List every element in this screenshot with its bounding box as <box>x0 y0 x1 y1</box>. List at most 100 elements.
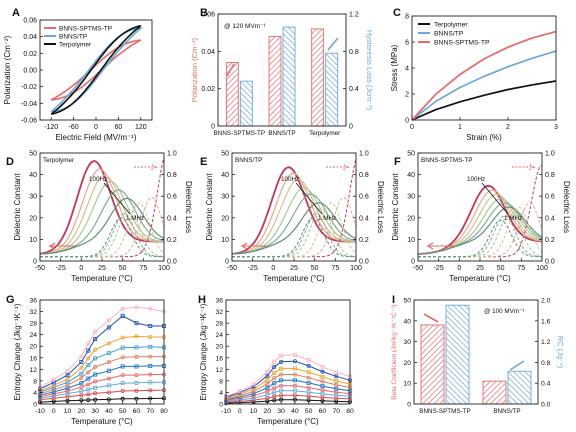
data-point <box>251 393 256 398</box>
data-point <box>251 391 256 396</box>
x-tick-label: 0 <box>271 265 275 272</box>
arrow-right <box>509 360 525 371</box>
data-point <box>106 397 111 402</box>
bar-beta-coefficient <box>482 380 507 405</box>
data-point <box>279 393 284 398</box>
data-point <box>306 380 311 385</box>
dielectric-constant-curve <box>231 172 356 255</box>
y-tick-label: 12 <box>215 367 223 374</box>
data-point <box>120 396 125 401</box>
data-point <box>272 381 277 386</box>
data-point <box>306 370 311 375</box>
y2-tick-label: 0.6 <box>545 194 555 201</box>
dielectric-loss-curve <box>40 208 165 258</box>
entropy-series <box>225 360 351 398</box>
annotation-100hz: 100Hz <box>89 176 107 183</box>
y-tick-label: 10 <box>403 381 411 388</box>
data-point <box>134 380 139 385</box>
x-tick-label: -50 <box>413 265 423 272</box>
y2-tick-label: 0.2 <box>359 237 369 244</box>
data-point <box>79 354 84 359</box>
y2-tick-label: 0.8 <box>349 49 359 56</box>
data-point <box>106 318 111 323</box>
data-point <box>120 313 125 318</box>
data-point <box>265 377 270 382</box>
y-tick-label: 0 <box>211 124 215 131</box>
y-tick-label: 40 <box>403 318 411 325</box>
bar-hysteresis-loss <box>325 52 339 127</box>
x-axis-label: Strain (%) <box>466 133 502 142</box>
dielectric-constant-curve <box>231 178 356 255</box>
y2-axis-label: Dielectric Loss <box>184 181 193 233</box>
dielectric-loss-curve <box>40 196 165 258</box>
entropy-series <box>39 381 164 399</box>
y2-tick-label: 0.4 <box>167 215 177 222</box>
y-tick-label: 0.02 <box>201 86 215 93</box>
x-tick-label: 70 <box>146 408 154 415</box>
data-point <box>106 368 111 373</box>
y2-tick-label: 2.0 <box>541 298 551 305</box>
series-label: BNNS/TP <box>235 157 262 164</box>
data-point <box>134 334 139 339</box>
data-point <box>120 373 125 378</box>
data-point <box>148 380 153 385</box>
plot-frame <box>39 19 153 121</box>
data-point <box>93 356 98 361</box>
data-point <box>134 345 139 350</box>
data-point <box>106 390 111 395</box>
data-point <box>292 388 297 393</box>
y-tick-label: -0.04 <box>21 101 37 108</box>
data-point <box>106 351 111 356</box>
y-tick-label: 30 <box>403 339 411 346</box>
panel-label: H <box>198 294 206 306</box>
stress-strain-curve <box>411 80 557 121</box>
y-tick-label: 8 <box>405 14 409 21</box>
legend-label: BNNS/TP <box>59 34 87 41</box>
y-tick-label: 50 <box>221 151 229 158</box>
y-tick-label: 0 <box>225 259 229 266</box>
annotation-100hz: 100Hz <box>281 176 299 183</box>
bar-polarization <box>268 35 282 127</box>
entropy-series <box>39 374 164 398</box>
y2-tick-label: 1.2 <box>541 339 551 346</box>
dielectric-constant-curve <box>231 166 356 255</box>
data-point <box>148 363 153 368</box>
panel-label: A <box>12 7 20 19</box>
data-point <box>272 394 277 399</box>
data-point <box>106 341 111 346</box>
data-point <box>265 369 270 374</box>
x-tick-label: 10 <box>250 408 258 415</box>
data-point <box>93 372 98 377</box>
panel-G: G-10 0 10 20 30 40 50 60 70 8004812162024283236Te… <box>6 294 168 426</box>
y2-tick-label: 0.8 <box>359 172 369 179</box>
data-point <box>265 381 270 386</box>
y-tick-label: 10 <box>29 237 37 244</box>
data-point <box>272 398 277 403</box>
x-tick-label: 0 <box>238 408 242 415</box>
y-tick-label: 0.02 <box>23 51 37 58</box>
x-tick-label: 0 <box>52 408 56 415</box>
dielectric-constant-curve <box>417 184 543 255</box>
data-point <box>86 348 91 353</box>
data-point <box>106 325 111 330</box>
data-point <box>279 372 284 377</box>
data-point <box>86 376 91 381</box>
y-tick-label: 10 <box>407 237 415 244</box>
y2-axis-label: Dielectric Loss <box>562 181 571 233</box>
data-point <box>320 388 325 393</box>
x-tick-label: 75 <box>517 265 525 272</box>
data-point <box>51 389 56 394</box>
y-axis-label: Dielectric Constant <box>391 173 400 241</box>
data-point <box>65 377 70 382</box>
data-point <box>306 385 311 390</box>
panel-I: I BNNS-SPTMS-TP BNNS/TP 0 10 20 30 40 50 0.0 0.4 0.… <box>391 294 565 415</box>
panel-label: B <box>200 7 208 19</box>
plot-frame <box>225 299 351 405</box>
y2-axis-label: Hysteresis Loss (Jcm⁻³) <box>365 30 374 111</box>
y-tick-label: 40 <box>407 172 415 179</box>
dielectric-constant-curve <box>39 174 165 255</box>
y-tick-label: 0 <box>405 118 409 125</box>
x-tick-label: -60 <box>69 124 79 131</box>
y-axis-label: Beta Coefficient (Jm³kg⁻¹K⁻¹C⁻²) <box>391 304 398 399</box>
data-point <box>51 377 56 382</box>
